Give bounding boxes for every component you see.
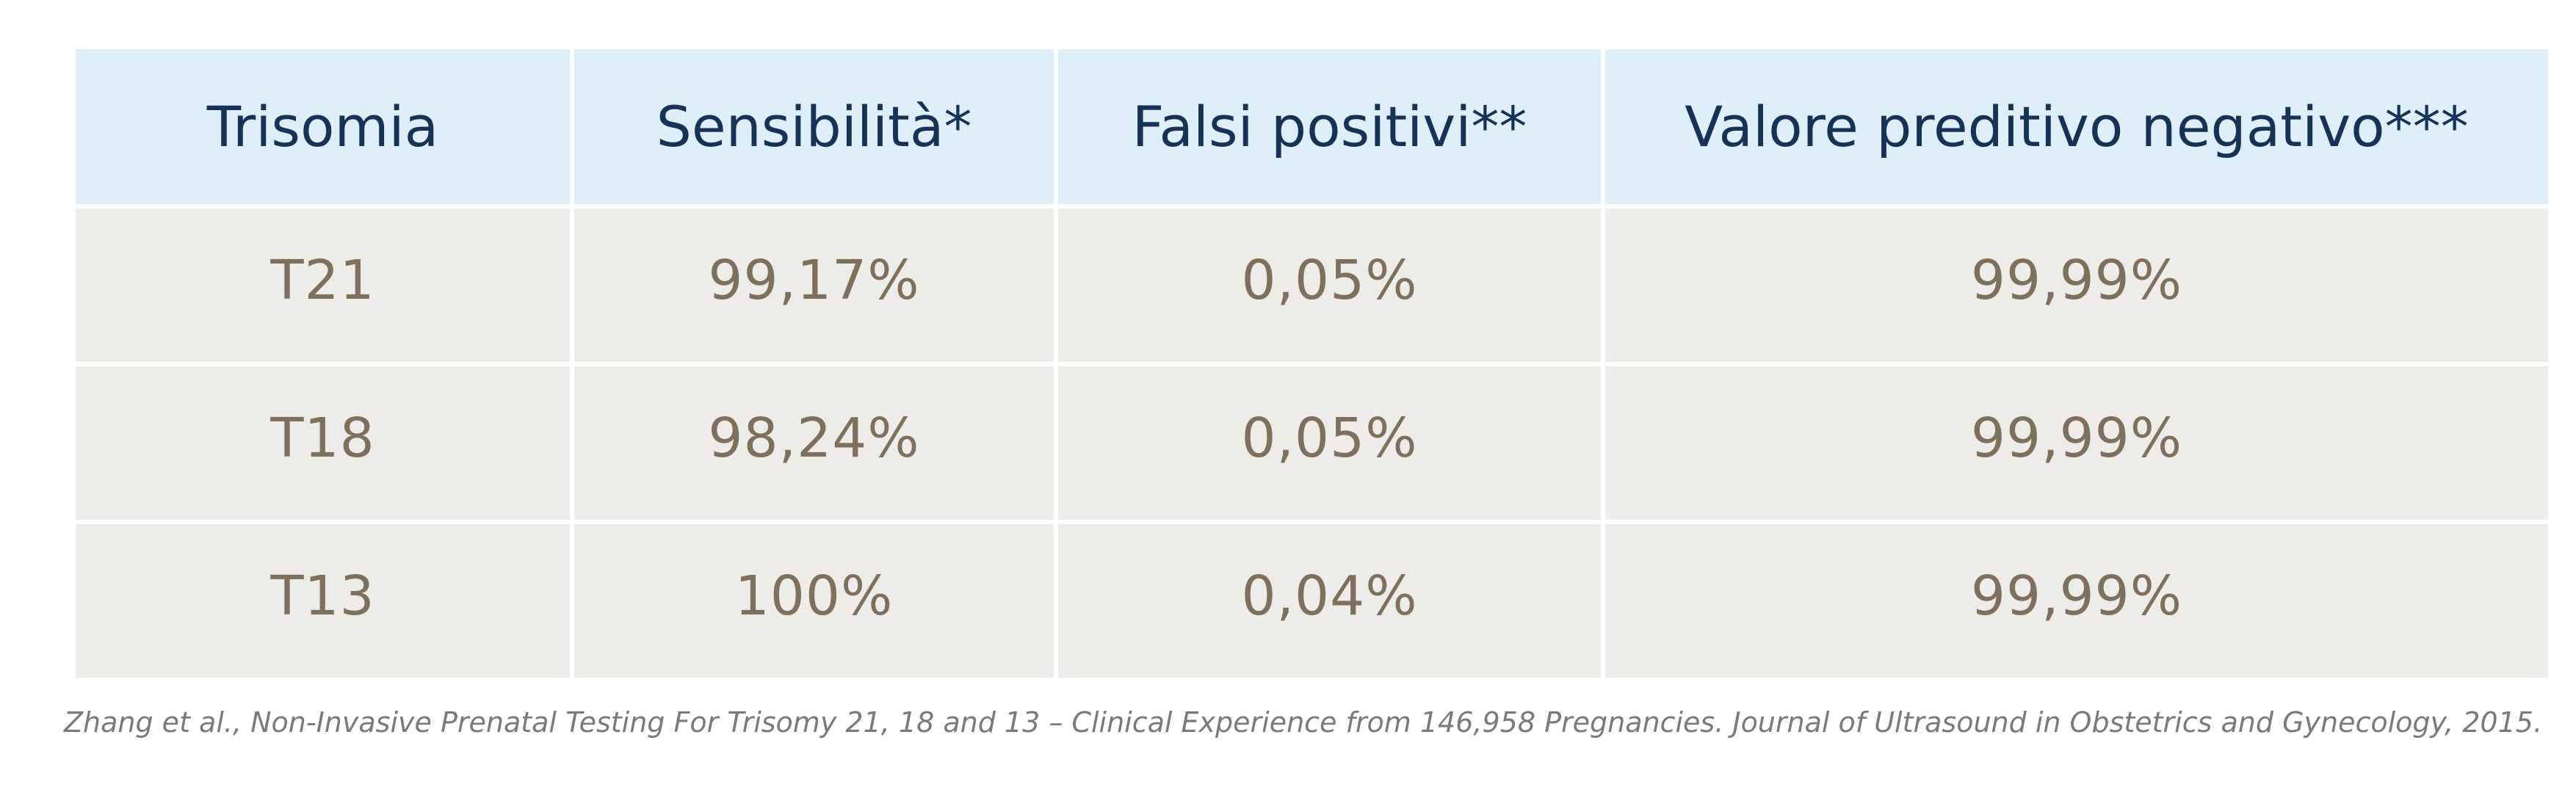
results-table: Trisomia Sensibilità* Falsi positivi** V… <box>76 49 2548 678</box>
cell-t21-valore-preditivo-negativo: 99,99% <box>1605 208 2548 362</box>
cell-t18-trisomia: T18 <box>76 366 570 520</box>
header-sensibilita: Sensibilità* <box>574 49 1054 204</box>
cell-t18-falsi-positivi: 0,05% <box>1058 366 1601 520</box>
header-valore-preditivo-negativo: Valore preditivo negativo*** <box>1605 49 2548 204</box>
cell-t18-sensibilita: 98,24% <box>574 366 1054 520</box>
cell-t21-falsi-positivi: 0,05% <box>1058 208 1601 362</box>
cell-t13-falsi-positivi: 0,04% <box>1058 524 1601 678</box>
cell-t13-valore-preditivo-negativo: 99,99% <box>1605 524 2548 678</box>
header-trisomia: Trisomia <box>76 49 570 204</box>
cell-t13-trisomia: T13 <box>76 524 570 678</box>
citation-footnote: Zhang et al., Non-Invasive Prenatal Test… <box>64 706 2543 739</box>
cell-t13-sensibilita: 100% <box>574 524 1054 678</box>
cell-t21-trisomia: T21 <box>76 208 570 362</box>
header-falsi-positivi: Falsi positivi** <box>1058 49 1601 204</box>
cell-t21-sensibilita: 99,17% <box>574 208 1054 362</box>
cell-t18-valore-preditivo-negativo: 99,99% <box>1605 366 2548 520</box>
